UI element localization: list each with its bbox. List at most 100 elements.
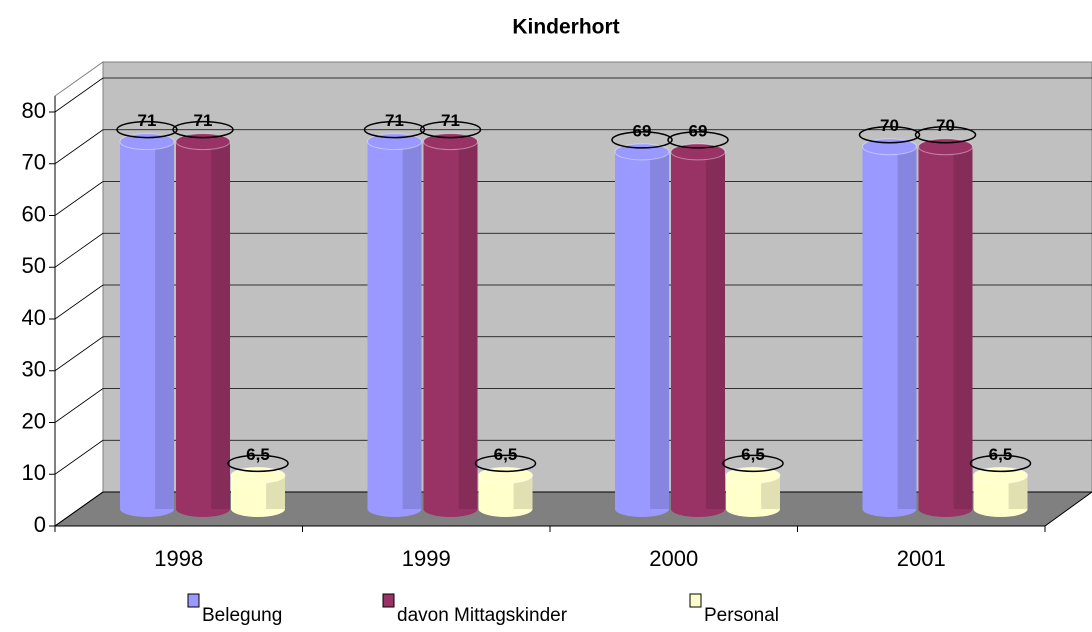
- cylinder-shade: [650, 151, 669, 510]
- cylinder-bottom: [176, 501, 230, 517]
- cylinder-top: [725, 466, 781, 484]
- x-tick-label: 1999: [402, 546, 451, 571]
- cylinder-bottom: [423, 501, 478, 517]
- cylinder-top-outline: [858, 126, 921, 144]
- data-label: 6,5: [246, 445, 270, 464]
- cylinder-top: [119, 133, 175, 151]
- cylinder: [423, 133, 478, 517]
- cylinder-body: [615, 151, 669, 510]
- cylinder-bottom: [862, 501, 917, 517]
- data-label: 71: [138, 111, 157, 130]
- data-label: 69: [689, 121, 708, 140]
- cylinder-top-outline: [969, 454, 1032, 473]
- x-tick-label: 2000: [649, 546, 698, 571]
- grid-line-side: [54, 232, 104, 268]
- cylinder-bottom: [120, 501, 174, 517]
- data-label: 71: [194, 111, 213, 130]
- grid-line-side: [54, 439, 104, 475]
- cylinder: [119, 133, 175, 517]
- cylinder: [175, 133, 231, 517]
- data-label: 71: [385, 111, 404, 130]
- cylinder-top: [670, 143, 726, 161]
- y-tick-label: 70: [22, 150, 46, 175]
- cylinder-body: [918, 146, 973, 509]
- y-tick-label: 80: [22, 98, 46, 123]
- cylinder-body: [423, 141, 478, 509]
- x-tick-label: 1998: [154, 546, 203, 571]
- cylinder-top-outline: [611, 131, 673, 149]
- cylinder-top-outline: [667, 131, 729, 149]
- y-tick-label: 60: [22, 201, 46, 226]
- cylinder-top: [367, 133, 422, 151]
- cylinder-top: [862, 138, 917, 156]
- cylinder-shade: [761, 475, 780, 509]
- y-tick-label: 50: [22, 253, 46, 278]
- cylinder-bottom: [231, 501, 285, 517]
- cylinder: [725, 466, 781, 517]
- data-label: 69: [633, 121, 652, 140]
- cylinder-top-outline: [474, 454, 537, 473]
- legend-label: davon Mittagskinder: [397, 605, 568, 626]
- cylinder-bottom: [615, 501, 669, 517]
- cylinder-top: [478, 466, 533, 484]
- cylinder-bottom: [478, 501, 533, 517]
- legend-label: Belegung: [202, 605, 282, 626]
- cylinder: [230, 466, 286, 517]
- cylinder-bottom: [918, 501, 973, 517]
- data-label: 70: [936, 116, 955, 135]
- cylinder-body: [862, 146, 917, 509]
- cylinder-shade: [953, 146, 973, 509]
- cylinder-shade: [155, 141, 174, 509]
- grid-line-side: [54, 77, 104, 113]
- cylinder-shade: [706, 151, 725, 510]
- cylinder-shade: [402, 141, 422, 509]
- cylinder: [478, 466, 533, 517]
- grid-line-side: [54, 284, 104, 320]
- cylinder-body: [176, 141, 230, 509]
- cylinder-top-outline: [419, 120, 482, 139]
- grid-line-side: [54, 129, 104, 165]
- data-label: 70: [880, 116, 899, 135]
- cylinder-top: [614, 143, 670, 161]
- cylinder-shade: [458, 141, 478, 509]
- legend-swatch: [187, 593, 200, 608]
- cylinder-top: [230, 466, 286, 484]
- y-tick-label: 20: [22, 408, 46, 433]
- chart-title: Kinderhort: [512, 16, 619, 39]
- cylinder-shade: [513, 475, 533, 509]
- cylinder: [862, 138, 917, 517]
- cylinder-shade: [1008, 475, 1028, 509]
- cylinder-bottom: [726, 501, 780, 517]
- cylinder-top: [175, 133, 231, 151]
- data-label: 6,5: [494, 445, 518, 464]
- cylinder-body: [120, 141, 174, 509]
- cylinder: [614, 143, 670, 517]
- grid-line-side: [54, 181, 104, 216]
- x-tick-label: 2001: [897, 546, 946, 571]
- cylinder-bottom: [671, 501, 725, 517]
- cylinder-shade: [266, 475, 285, 509]
- cylinder-top-outline: [914, 126, 977, 144]
- cylinder-shade: [211, 141, 230, 509]
- legend-label: Personal: [704, 605, 779, 626]
- cylinder-top-outline: [172, 120, 234, 139]
- y-tick-label: 40: [22, 305, 46, 330]
- cylinder-top-outline: [227, 454, 289, 473]
- data-label: 71: [441, 111, 460, 130]
- legend-swatch: [382, 593, 395, 608]
- grid-line-side: [54, 491, 104, 527]
- cylinder-body: [367, 141, 422, 509]
- cylinder-top-outline: [116, 120, 178, 139]
- cylinder: [918, 138, 973, 517]
- cylinder-shade: [897, 146, 917, 509]
- grid-line-side: [54, 388, 104, 423]
- cylinder-bottom: [973, 501, 1028, 517]
- cylinder: [367, 133, 422, 517]
- cylinder: [973, 466, 1028, 517]
- cylinder-body: [671, 151, 725, 510]
- y-tick-label: 10: [22, 460, 46, 485]
- legend-swatch: [689, 593, 702, 608]
- cylinder-bottom: [367, 501, 422, 517]
- grid-line-side: [54, 336, 104, 372]
